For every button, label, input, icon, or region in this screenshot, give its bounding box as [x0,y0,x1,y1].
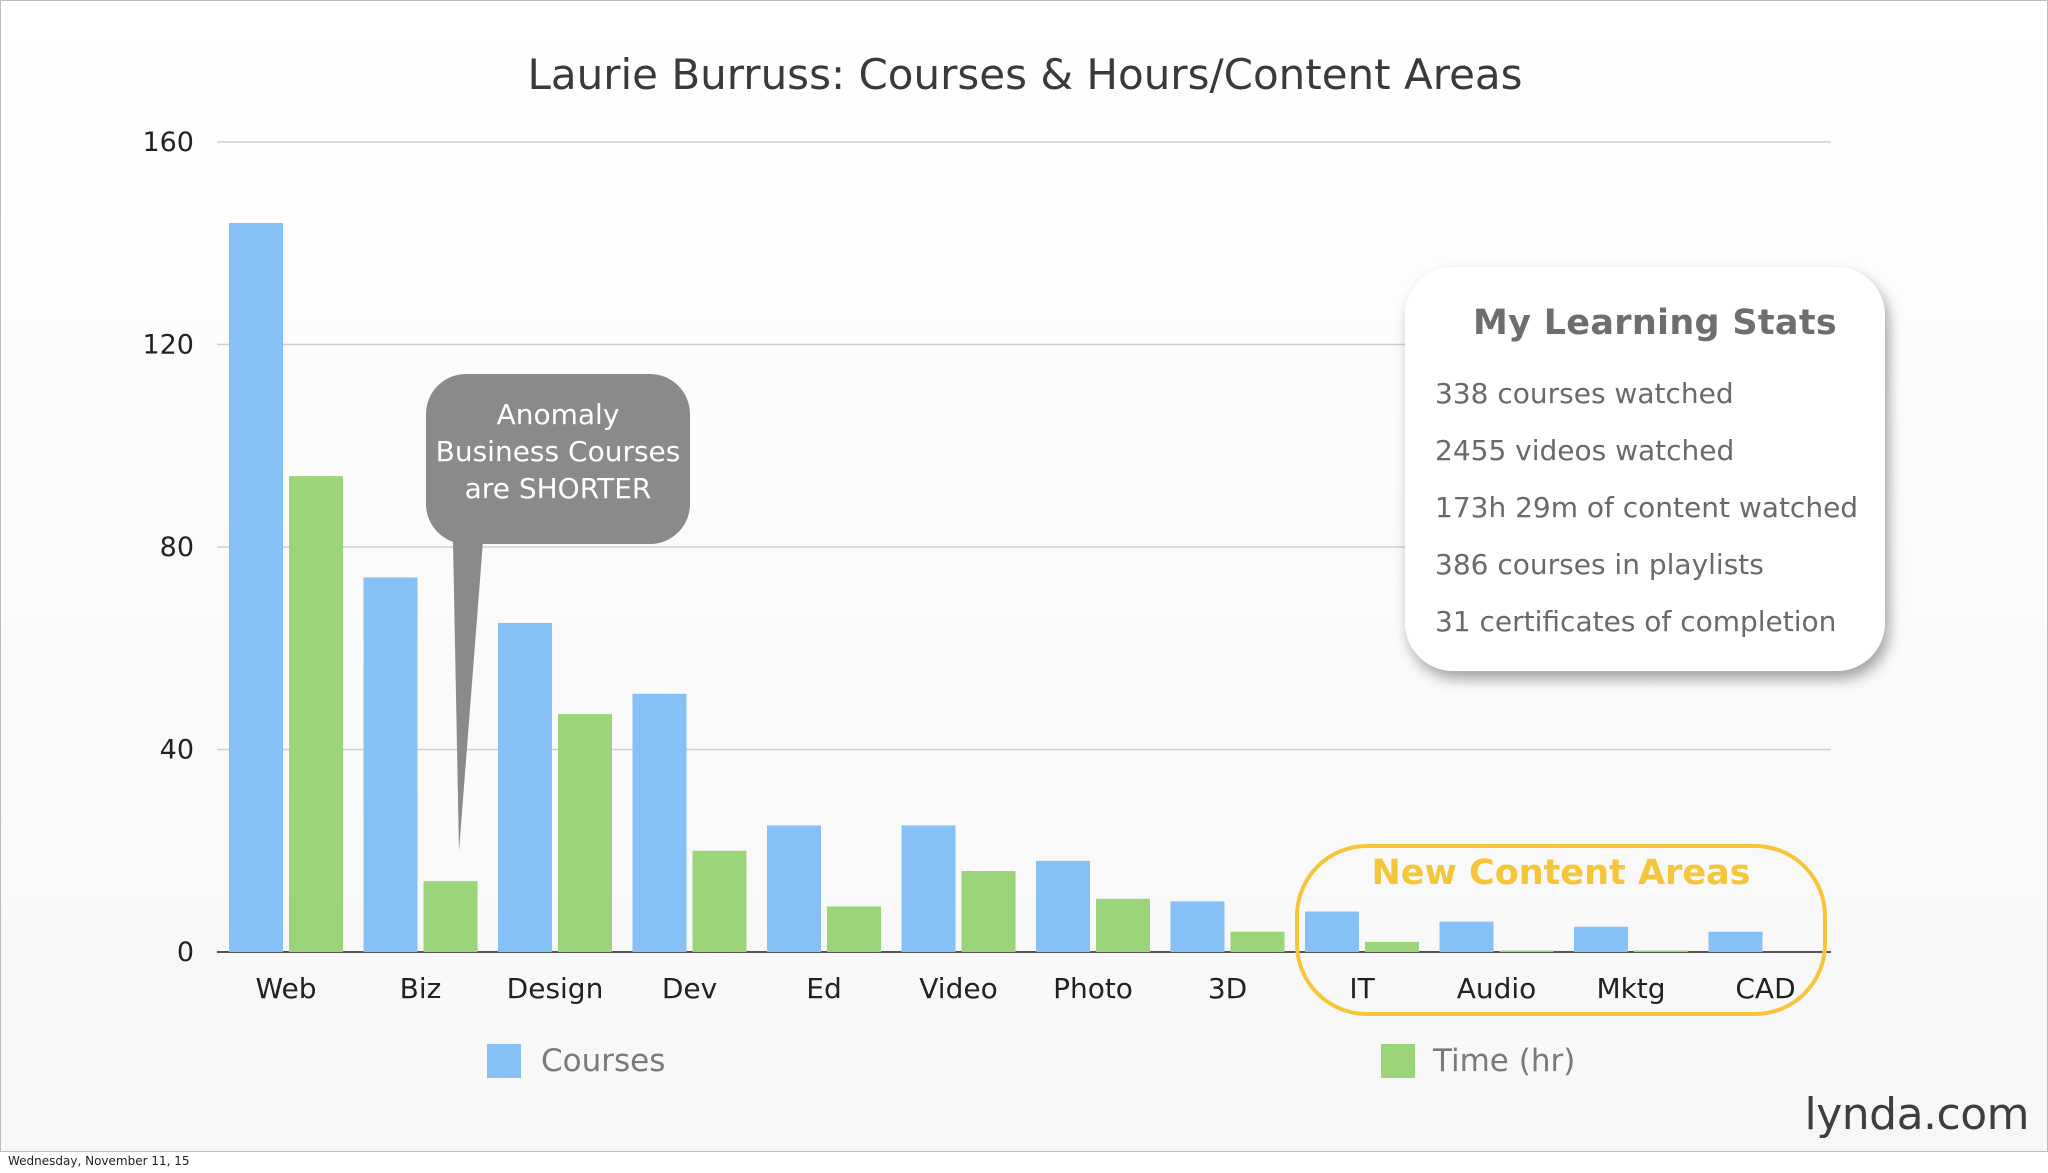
bar-courses-web [229,223,283,952]
anomaly-callout-bubble [426,374,690,544]
bar-time-hr-web [289,476,343,952]
bar-courses-dev [632,693,687,952]
y-tick-label: 80 [160,532,194,563]
chart-title: Laurie Burruss: Courses & Hours/Content … [527,50,1522,99]
legend-label: Courses [541,1043,665,1079]
bar-time-hr-audio [1499,950,1554,952]
anomaly-line: are SHORTER [464,472,652,505]
x-category-label: Video [919,972,997,1005]
bar-courses-it [1305,911,1359,952]
y-tick-label: 0 [177,937,194,968]
bar-time-hr-photo [1096,898,1150,952]
stat-line: 173h 29m of content watched [1435,491,1859,524]
x-category-label: Design [507,972,604,1005]
y-tick-label: 160 [142,127,194,158]
bar-courses-cad [1708,931,1763,952]
stat-line: 338 courses watched [1435,377,1734,410]
y-tick-label: 40 [160,735,194,766]
anomaly-callout-text: Anomaly Business Courses are SHORTER [428,396,688,507]
legend-label: Time (hr) [1432,1043,1575,1079]
bar-courses-mktg [1574,926,1628,952]
x-category-label: Audio [1457,972,1537,1005]
bar-courses-audio [1439,921,1494,952]
legend-swatch [487,1044,521,1078]
anomaly-callout-pointer [453,541,483,851]
x-category-label: Photo [1053,972,1133,1005]
stats-title: My Learning Stats [1472,303,1838,343]
footer-date: Wednesday, November 11, 15 [8,1154,190,1168]
bar-time-hr-mktg [1634,950,1688,952]
y-tick-label: 120 [142,330,194,361]
x-category-label: IT [1349,972,1375,1005]
stat-line: 386 courses in playlists [1435,548,1764,581]
learning-stats-panel: My Learning Stats 338 courses watched 24… [1405,267,1885,671]
bar-courses-ed [767,825,821,952]
anomaly-line: Business Courses [435,435,681,468]
x-category-label: 3D [1208,972,1247,1005]
new-content-areas-label: New Content Areas [1371,853,1751,893]
brand-logo-text: lynda.com [1804,1089,2029,1140]
legend-swatch [1381,1044,1415,1078]
x-category-label: Mktg [1596,972,1665,1005]
x-category-label: Web [255,972,316,1005]
x-category-label: Dev [662,972,717,1005]
bar-courses-biz [363,577,418,952]
bar-courses-3d [1170,901,1225,952]
new-content-areas-highlight [1295,844,1827,1016]
bar-time-hr-ed [827,906,881,952]
bar-courses-video [901,825,956,952]
bar-time-hr-design [558,714,612,952]
x-category-label: Biz [400,972,442,1005]
bar-courses-photo [1036,860,1090,952]
bar-time-hr-dev [692,850,747,952]
bar-time-hr-biz [423,881,478,952]
x-category-label: CAD [1735,972,1795,1005]
bar-time-hr-video [961,871,1016,952]
x-category-label: Ed [806,972,841,1005]
stat-line: 31 certificates of completion [1435,605,1837,638]
bar-time-hr-it [1365,941,1419,952]
bar-courses-design [498,622,552,952]
stat-line: 2455 videos watched [1435,434,1735,467]
anomaly-line: Anomaly [496,398,620,431]
bar-time-hr-3d [1230,931,1285,952]
